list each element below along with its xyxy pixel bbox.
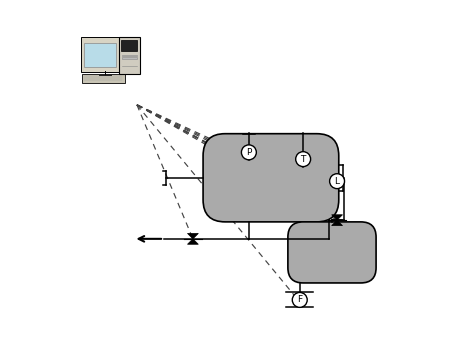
Text: F: F bbox=[297, 295, 302, 304]
Circle shape bbox=[296, 152, 310, 167]
FancyBboxPatch shape bbox=[122, 55, 137, 56]
FancyBboxPatch shape bbox=[203, 134, 339, 222]
FancyBboxPatch shape bbox=[122, 57, 137, 59]
FancyBboxPatch shape bbox=[288, 222, 376, 283]
Text: T: T bbox=[301, 155, 306, 163]
FancyBboxPatch shape bbox=[119, 37, 140, 74]
Circle shape bbox=[292, 292, 307, 307]
Text: P: P bbox=[246, 148, 252, 157]
Circle shape bbox=[329, 174, 345, 189]
Text: L: L bbox=[335, 177, 339, 186]
FancyBboxPatch shape bbox=[82, 74, 125, 83]
Polygon shape bbox=[332, 220, 343, 226]
FancyBboxPatch shape bbox=[82, 37, 119, 72]
FancyBboxPatch shape bbox=[84, 43, 116, 67]
Polygon shape bbox=[188, 239, 198, 244]
Polygon shape bbox=[188, 234, 198, 239]
Circle shape bbox=[241, 145, 256, 160]
Polygon shape bbox=[332, 215, 343, 220]
FancyBboxPatch shape bbox=[121, 40, 137, 51]
